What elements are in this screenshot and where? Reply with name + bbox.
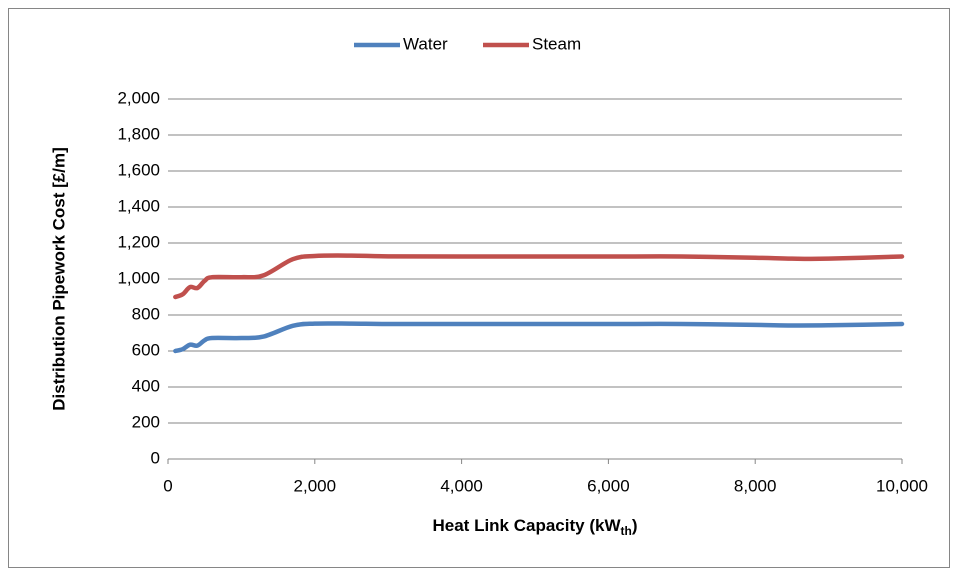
data-line xyxy=(173,321,905,354)
y-tick-label: 400 xyxy=(132,376,160,395)
y-tick-label: 800 xyxy=(132,304,160,323)
x-axis-label-end: ) xyxy=(632,516,638,535)
x-axis-label-main: Heat Link Capacity (kW xyxy=(433,516,622,535)
y-axis-label: Distribution Pipework Cost [£/m] xyxy=(49,147,68,411)
data-line xyxy=(173,253,905,300)
y-tick-label: 1,800 xyxy=(117,124,160,143)
x-axis-label: Heat Link Capacity (kWth) xyxy=(433,516,638,538)
y-tick-label: 1,200 xyxy=(117,232,160,251)
y-tick-label: 1,000 xyxy=(117,268,160,287)
x-tick-label: 8,000 xyxy=(734,476,777,495)
legend-label: Steam xyxy=(532,34,581,53)
y-tick-label: 2,000 xyxy=(117,88,160,107)
y-tick-label: 0 xyxy=(151,448,160,467)
y-tick-label: 600 xyxy=(132,340,160,359)
x-tick-label: 4,000 xyxy=(440,476,483,495)
y-tick-label: 200 xyxy=(132,412,160,431)
y-tick-label: 1,600 xyxy=(117,160,160,179)
chart-border xyxy=(8,8,950,568)
x-tick-label: 6,000 xyxy=(587,476,630,495)
x-tick-label: 10,000 xyxy=(876,476,928,495)
y-tick-label: 1,400 xyxy=(117,196,160,215)
x-tick-label: 0 xyxy=(163,476,172,495)
legend-label: Water xyxy=(403,34,448,53)
x-tick-label: 2,000 xyxy=(294,476,337,495)
x-axis-label-sub: th xyxy=(621,524,632,538)
